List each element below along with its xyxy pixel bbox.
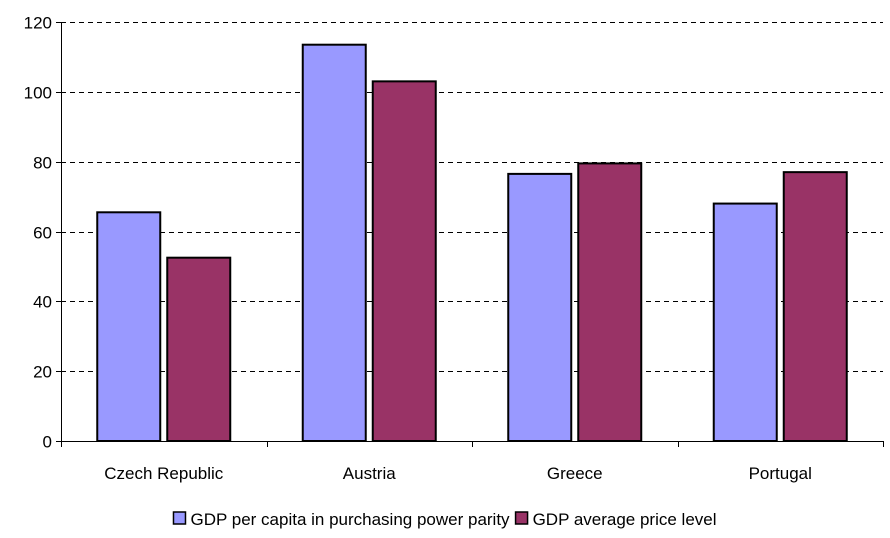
y-tick-labels: 0 20 40 60 80 100 120	[24, 14, 52, 452]
y-tick-label: 20	[33, 363, 52, 382]
x-category-label: Czech Republic	[104, 464, 224, 483]
bar-price-level-portugal	[782, 171, 848, 442]
bar-gdp-ppp-portugal	[712, 202, 778, 442]
legend-label: GDP average price level	[533, 510, 717, 529]
bar-price-level-austria	[371, 80, 437, 442]
x-category-label: Greece	[547, 464, 603, 483]
bars	[96, 43, 848, 443]
x-category-label: Portugal	[749, 464, 812, 483]
bar-price-level-greece	[577, 162, 643, 442]
y-tick-label: 40	[33, 293, 52, 312]
bar-gdp-ppp-greece	[507, 172, 573, 442]
y-tick-label: 0	[43, 433, 52, 452]
legend-label: GDP per capita in purchasing power parit…	[190, 510, 510, 529]
legend: GDP per capita in purchasing power parit…	[172, 510, 717, 529]
y-tick-label: 60	[33, 224, 52, 243]
y-tick-label: 120	[24, 14, 52, 33]
legend-swatch	[172, 511, 187, 525]
legend-swatch	[514, 511, 529, 525]
bar-gdp-ppp-austria	[301, 43, 367, 443]
bar-gdp-ppp-czech-republic	[96, 211, 162, 442]
x-category-label: Austria	[343, 464, 396, 483]
x-tick-labels: Czech Republic Austria Greece Portugal	[104, 464, 812, 483]
y-tick-label: 100	[24, 84, 52, 103]
bar-price-level-czech-republic	[166, 256, 232, 442]
y-tick-label: 80	[33, 154, 52, 173]
